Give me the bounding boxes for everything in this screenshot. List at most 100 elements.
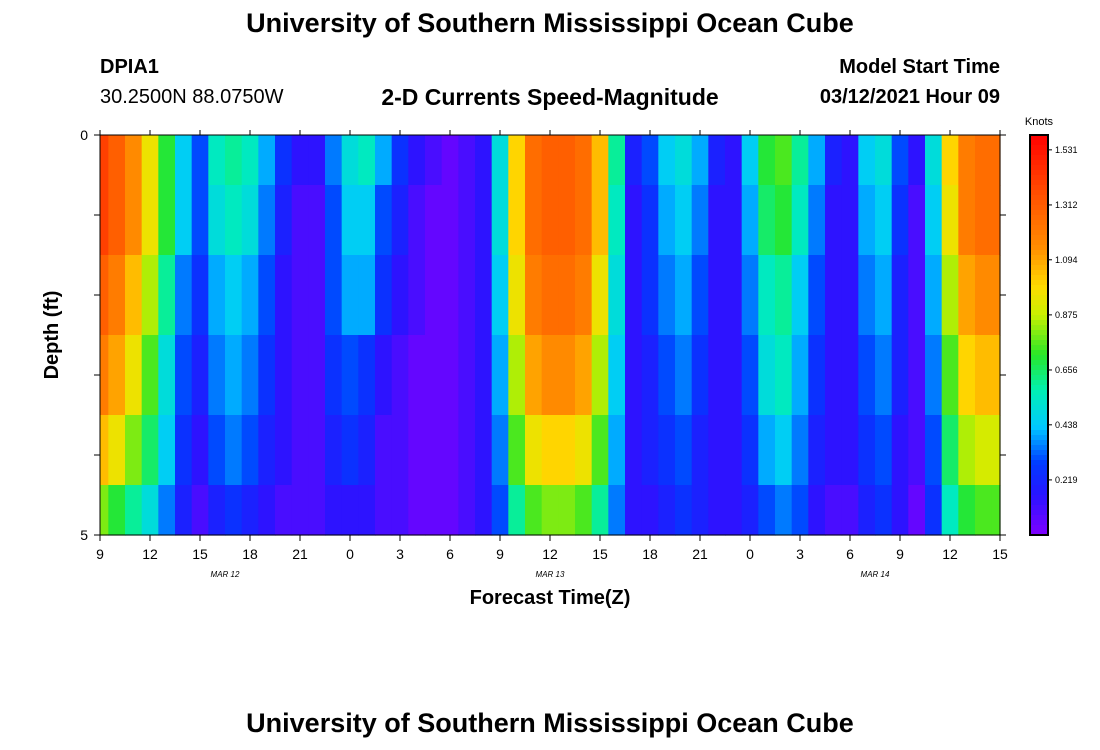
heatmap-cell (875, 185, 893, 256)
heatmap-cell (108, 485, 126, 536)
heatmap-cell (975, 335, 993, 416)
heatmap-cell (208, 185, 226, 256)
heatmap-cell (558, 255, 576, 336)
heatmap-cell (575, 135, 593, 186)
heatmap-cell (391, 255, 409, 336)
heatmap-cell (425, 335, 443, 416)
heatmap-cell (858, 135, 876, 186)
x-tick-label: 12 (542, 546, 558, 562)
heatmap-cell (741, 255, 759, 336)
heatmap-cell (858, 485, 876, 536)
heatmap-cell (525, 255, 543, 336)
x-axis-label: Forecast Time(Z) (470, 587, 631, 609)
heatmap-cell (675, 485, 693, 536)
colorbar-tick-label: 0.438 (1055, 420, 1078, 430)
heatmap-cell (308, 135, 326, 186)
heatmap-cell (941, 135, 959, 186)
colorbar-step (1030, 380, 1048, 386)
heatmap-cell (491, 335, 509, 416)
colorbar-step (1030, 135, 1048, 141)
heatmap-cell (725, 135, 743, 186)
heatmap-cell (341, 335, 359, 416)
heatmap-cell (791, 415, 809, 486)
heatmap-cell (558, 415, 576, 486)
heatmap-cell (591, 255, 609, 336)
heatmap-cell (591, 335, 609, 416)
heatmap-cell (925, 135, 943, 186)
colorbar-step (1030, 170, 1048, 176)
heatmap-cell (825, 335, 843, 416)
colorbar: Knots 1.531 1.312 1.094 0.875 0.656 0.438 0.219 (1025, 116, 1078, 536)
heatmap-cell (908, 185, 926, 256)
heatmap-cell (741, 415, 759, 486)
colorbar-step (1030, 370, 1048, 376)
x-tick-label: 0 (346, 546, 354, 562)
heatmap-cell (941, 335, 959, 416)
heatmap-cell (491, 485, 509, 536)
heatmap-cell (358, 415, 376, 486)
heatmap-cell (441, 335, 459, 416)
heatmap-cell (108, 255, 126, 336)
heatmap-cell (341, 485, 359, 536)
heatmap-cell (308, 335, 326, 416)
heatmap-cell (241, 135, 259, 186)
heatmap-cell (691, 135, 709, 186)
heatmap-cell (475, 185, 493, 256)
heatmap-cell (358, 485, 376, 536)
heatmap-cell (425, 135, 443, 186)
heatmap-cell (141, 135, 159, 186)
heatmap-cell (441, 255, 459, 336)
colorbar-step (1030, 510, 1048, 516)
heatmap-cell (758, 415, 776, 486)
x-tick-label: 6 (846, 546, 854, 562)
heatmap-cell (641, 335, 659, 416)
colorbar-step (1030, 505, 1048, 511)
station-id: DPIA1 (100, 56, 159, 78)
heatmap-cell (908, 335, 926, 416)
heatmap-cell (991, 255, 1001, 336)
heatmap-cell (225, 485, 243, 536)
colorbar-step (1030, 205, 1048, 211)
colorbar-step (1030, 395, 1048, 401)
heatmap-cell (708, 185, 726, 256)
colorbar-step (1030, 325, 1048, 331)
heatmap-cell (325, 185, 343, 256)
heatmap-cell (541, 415, 559, 486)
heatmap-cell (608, 185, 626, 256)
heatmap-cell (391, 185, 409, 256)
heatmap-cell (791, 135, 809, 186)
x-tick-label: 12 (142, 546, 158, 562)
heatmap-cell (625, 485, 643, 536)
heatmap-cell (108, 135, 126, 186)
colorbar-step (1030, 355, 1048, 361)
heatmap-cell (291, 335, 309, 416)
colorbar-step (1030, 390, 1048, 396)
heatmap-cell (241, 415, 259, 486)
heatmap-cell (441, 485, 459, 536)
heatmap-cell (258, 335, 276, 416)
heatmap-cell (191, 135, 209, 186)
heatmap-cell (558, 185, 576, 256)
colorbar-tick-label: 1.094 (1055, 255, 1078, 265)
heatmap-cell (908, 255, 926, 336)
colorbar-step (1030, 275, 1048, 281)
heatmap-cell (141, 335, 159, 416)
heatmap-cell (291, 255, 309, 336)
heatmap-cell (458, 185, 476, 256)
heatmap-cell (975, 415, 993, 486)
heatmap-cell (641, 415, 659, 486)
heatmap-cell (358, 185, 376, 256)
heatmap-cell (191, 335, 209, 416)
heatmap-cell (925, 485, 943, 536)
heatmap-cell (275, 485, 293, 536)
heatmap-cell (791, 335, 809, 416)
heatmap-cell (691, 415, 709, 486)
heatmap-cell (491, 185, 509, 256)
heatmap-cell (991, 415, 1001, 486)
heatmap-cell (558, 335, 576, 416)
colorbar-step (1030, 460, 1048, 466)
heatmap-cell (125, 415, 143, 486)
heatmap-cell (408, 185, 426, 256)
heatmap-cell (458, 135, 476, 186)
